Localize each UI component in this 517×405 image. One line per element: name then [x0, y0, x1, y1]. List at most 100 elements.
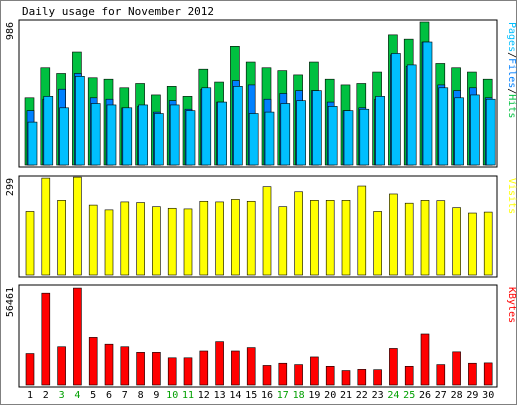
day-label-23: 23 — [372, 390, 384, 401]
bar-kbytes-day-30 — [483, 362, 493, 386]
day-label-2: 2 — [43, 390, 49, 401]
bar-kbytes-day-17 — [278, 362, 288, 386]
bar-visits-day-13 — [215, 201, 224, 276]
day-label-19: 19 — [308, 390, 320, 401]
bar-visits-day-23 — [373, 211, 382, 276]
bar-kbytes-day-1 — [25, 353, 35, 386]
bar-pages-day-22 — [359, 108, 370, 166]
bar-pages-day-14 — [233, 86, 243, 166]
bar-pages-day-8 — [138, 104, 148, 166]
legend-pages-files-hits: Pages/Files/Hits — [506, 22, 517, 118]
panel-visits: 299 Visits — [5, 175, 517, 278]
day-label-20: 20 — [324, 390, 336, 401]
bar-kbytes-day-4 — [73, 287, 82, 386]
bar-visits-day-21 — [341, 200, 351, 276]
bar-visits-day-8 — [136, 202, 145, 276]
day-label-5: 5 — [90, 390, 96, 401]
bar-pages-day-27 — [438, 87, 449, 166]
bars-visits — [25, 176, 493, 276]
bar-pages-day-20 — [327, 106, 338, 166]
bar-pages-day-11 — [185, 110, 196, 166]
bar-pages-day-5 — [90, 103, 101, 166]
day-label-30: 30 — [482, 390, 494, 401]
bar-pages-day-9 — [154, 113, 164, 166]
bar-pages-day-2 — [43, 96, 54, 166]
bar-kbytes-day-25 — [404, 365, 414, 386]
bar-kbytes-day-14 — [231, 350, 240, 386]
bar-pages-day-1 — [27, 121, 38, 166]
bar-kbytes-day-13 — [215, 341, 224, 386]
bar-visits-day-5 — [88, 204, 98, 276]
bar-pages-day-17 — [280, 103, 291, 166]
bar-kbytes-day-22 — [357, 369, 367, 386]
bar-visits-day-16 — [262, 186, 272, 276]
legend-entry-visits: Visits — [506, 178, 517, 214]
day-label-15: 15 — [245, 390, 257, 401]
day-label-21: 21 — [340, 390, 352, 401]
day-label-22: 22 — [356, 390, 368, 401]
bar-kbytes-day-18 — [294, 364, 303, 386]
bar-visits-day-26 — [420, 200, 430, 276]
bar-visits-day-7 — [120, 201, 130, 276]
bar-pages-day-19 — [312, 90, 322, 166]
chart-title: Daily usage for November 2012 — [22, 5, 214, 18]
bar-visits-day-10 — [167, 207, 177, 276]
bar-visits-day-11 — [183, 208, 193, 276]
legend-entry-kbytes: KBytes — [506, 287, 517, 323]
bar-visits-day-27 — [436, 200, 446, 276]
plot-frame-visits — [18, 175, 498, 278]
legend-entry-files: Files — [506, 58, 517, 88]
bar-kbytes-day-16 — [262, 365, 272, 386]
day-label-18: 18 — [293, 390, 305, 401]
bar-kbytes-day-15 — [246, 347, 256, 386]
day-label-17: 17 — [277, 390, 289, 401]
bar-kbytes-day-21 — [341, 370, 351, 386]
bar-kbytes-day-26 — [420, 333, 430, 386]
bar-pages-day-23 — [375, 96, 385, 166]
panel-kbytes: 56461 KBytes — [5, 284, 517, 388]
bar-kbytes-day-19 — [310, 356, 319, 386]
day-label-10: 10 — [166, 390, 178, 401]
day-label-24: 24 — [387, 390, 399, 401]
panel-pages-files-hits: 986 Pages/Files/Hits — [5, 19, 517, 168]
day-label-14: 14 — [229, 390, 241, 401]
day-label-9: 9 — [153, 390, 159, 401]
day-label-13: 13 — [214, 390, 226, 401]
day-label-6: 6 — [106, 390, 112, 401]
legend-separator: / — [506, 88, 517, 94]
bar-pages-day-15 — [248, 113, 259, 166]
bar-kbytes-day-5 — [88, 337, 98, 386]
bar-pages-day-24 — [391, 53, 401, 166]
bar-visits-day-20 — [325, 200, 335, 276]
bar-pages-day-26 — [422, 41, 433, 166]
day-label-16: 16 — [261, 390, 273, 401]
bar-visits-day-25 — [404, 202, 414, 276]
legend-entry-pages: Pages — [506, 22, 517, 52]
day-label-26: 26 — [419, 390, 431, 401]
bar-kbytes-day-8 — [136, 352, 145, 386]
day-label-28: 28 — [451, 390, 463, 401]
bar-kbytes-day-3 — [57, 346, 66, 386]
bar-pages-day-21 — [343, 110, 354, 166]
bar-pages-day-30 — [485, 98, 496, 166]
day-label-25: 25 — [403, 390, 415, 401]
bar-kbytes-day-23 — [373, 369, 382, 386]
bar-visits-day-18 — [294, 191, 303, 276]
bar-pages-day-18 — [296, 100, 306, 166]
bar-visits-day-29 — [468, 212, 477, 276]
bar-kbytes-day-2 — [41, 292, 51, 386]
bar-pages-day-16 — [264, 111, 275, 166]
bar-visits-day-30 — [483, 211, 493, 276]
day-label-4: 4 — [74, 390, 80, 401]
bar-kbytes-day-20 — [325, 365, 335, 386]
bar-kbytes-day-10 — [167, 357, 177, 386]
bars-pages-files-hits — [24, 21, 496, 166]
day-label-27: 27 — [435, 390, 447, 401]
bar-pages-day-25 — [406, 64, 417, 166]
bar-visits-day-12 — [199, 200, 209, 276]
ymax-label-visits: 299 — [5, 178, 16, 196]
bar-pages-day-28 — [454, 97, 464, 166]
bar-pages-day-3 — [59, 107, 69, 166]
day-label-11: 11 — [182, 390, 194, 401]
